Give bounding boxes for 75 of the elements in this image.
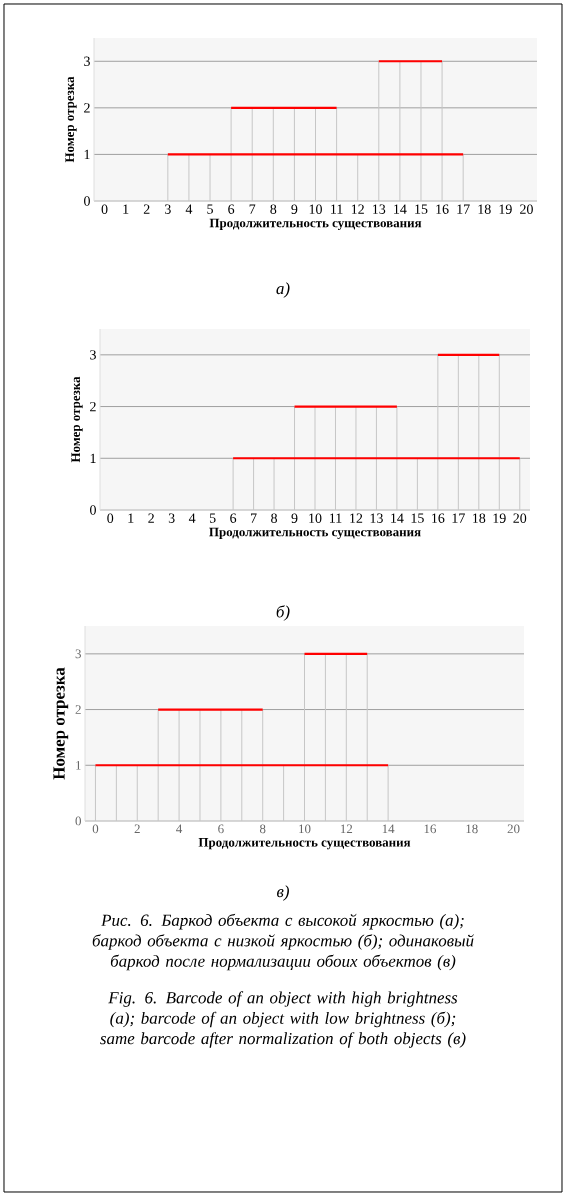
x-tick-label: 6	[228, 204, 235, 214]
x-tick-label: 18	[478, 204, 491, 214]
x-tick-label: 1	[123, 204, 129, 214]
y-tick-label: 3	[75, 649, 81, 659]
x-tick-label: 12	[351, 204, 364, 214]
y-axis-title: Номер отрезка	[65, 76, 77, 163]
y-tick-label: 2	[75, 705, 81, 714]
x-tick-label: 20	[507, 824, 520, 834]
x-tick-label: 8	[270, 204, 277, 214]
x-tick-label: 8	[271, 513, 277, 523]
x-tick-label: 12	[350, 513, 363, 523]
x-tick-label: 19	[499, 204, 512, 214]
x-tick-label: 3	[168, 513, 175, 523]
x-tick-label: 8	[259, 824, 266, 834]
x-tick-label: 1	[128, 513, 134, 523]
y-tick-label: 1	[90, 453, 96, 463]
x-tick-label: 4	[185, 204, 193, 214]
x-tick-label: 17	[457, 204, 470, 214]
x-tick-label: 18	[466, 824, 478, 834]
x-tick-label: 19	[493, 513, 506, 523]
x-tick-label: 12	[340, 824, 353, 834]
x-tick-label: 3	[165, 204, 171, 214]
y-axis-title: Номер отрезка	[71, 376, 83, 463]
x-tick-label: 10	[309, 204, 322, 214]
x-tick-label: 11	[329, 513, 342, 523]
x-tick-label: 2	[148, 513, 154, 523]
x-tick-label: 2	[143, 204, 150, 214]
y-tick-label: 2	[84, 103, 90, 113]
x-tick-label: 4	[176, 824, 183, 834]
x-tick-label: 7	[249, 204, 256, 214]
x-tick-label: 18	[473, 513, 486, 523]
y-tick-label: 0	[90, 505, 96, 515]
x-tick-label: 9	[291, 513, 298, 523]
x-tick-label: 5	[207, 204, 213, 214]
x-tick-label: 13	[373, 204, 386, 214]
x-tick-label: 14	[394, 204, 407, 214]
x-axis-title: Продолжительность существования	[198, 838, 411, 850]
text: Рис. 6. Баркод объекта с высокой яркостью (а); баркод объекта с низкой яркостью (б); одинаковый баркод после нормализации обоих объектов (в)	[92, 913, 474, 971]
x-tick-label: 2	[134, 824, 140, 834]
x-tick-label: 14	[382, 824, 395, 834]
x-tick-label: 5	[209, 513, 216, 523]
x-tick-label: 13	[370, 513, 383, 523]
x-tick-label: 16	[424, 824, 437, 834]
y-tick-label: 1	[76, 761, 81, 770]
x-tick-label: 10	[309, 513, 322, 523]
x-tick-label: 6	[218, 824, 224, 834]
x-tick-label: 9	[291, 204, 298, 214]
x-tick-label: 7	[251, 513, 257, 523]
x-axis-title: Продолжительность существования	[209, 218, 422, 231]
x-tick-label: 16	[432, 513, 445, 523]
x-tick-label: 20	[520, 204, 533, 214]
y-axis-title: Номер отрезка	[53, 667, 69, 780]
x-tick-label: 14	[391, 513, 404, 523]
x-tick-label: 15	[415, 204, 428, 214]
y-tick-label: 0	[75, 816, 81, 826]
y-tick-label: 1	[84, 149, 90, 160]
x-tick-label: 0	[107, 513, 114, 523]
text: в)	[277, 885, 289, 901]
x-tick-label: 17	[452, 513, 465, 523]
x-tick-label: 0	[101, 204, 108, 214]
x-axis-title: Продолжительность существования	[209, 527, 421, 540]
x-tick-label: 15	[411, 513, 424, 523]
caption: Fig. 6. Barcode of an object with high brightness (a); barcode of an object with low brightness (б); same barcode after normalization of both objects (в)	[100, 991, 466, 1048]
y-tick-label: 3	[90, 350, 96, 360]
y-tick-label: 0	[84, 196, 90, 206]
x-tick-label: 4	[188, 513, 196, 523]
y-tick-label: 3	[84, 56, 90, 66]
x-tick-label: 11	[331, 204, 343, 214]
y-tick-label: 2	[90, 401, 96, 412]
x-tick-label: 10	[299, 824, 311, 834]
x-tick-label: 16	[436, 204, 449, 214]
text: а)	[276, 282, 290, 298]
x-tick-label: 6	[230, 513, 237, 523]
x-tick-label: 20	[513, 513, 527, 523]
text: б)	[276, 605, 290, 621]
